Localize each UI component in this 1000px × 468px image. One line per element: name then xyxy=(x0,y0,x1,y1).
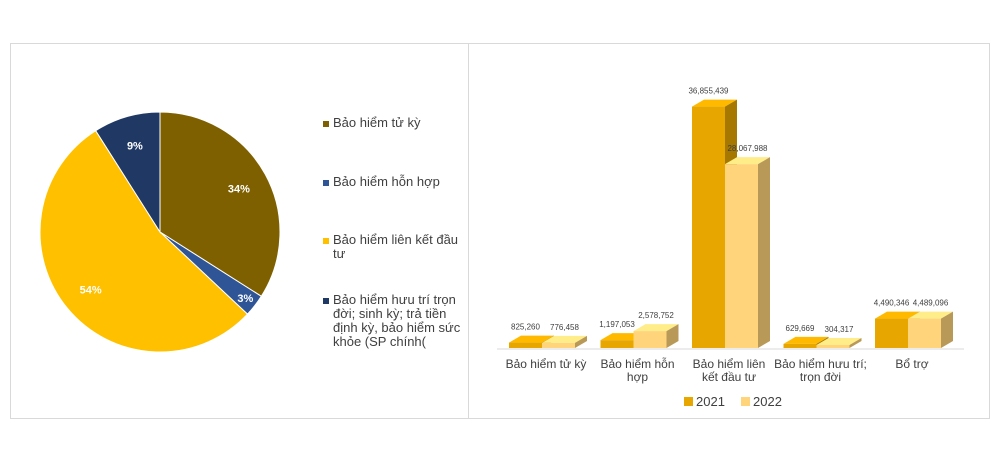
pie-chart-panel: 34% 3% 54% 9% Bảo hiểm tử kỳ Bảo hiểm hỗn hợ… xyxy=(10,43,469,419)
pie-slice-label: 54% xyxy=(80,284,102,296)
bar-2022-3 xyxy=(816,338,862,348)
category-label: Bổ trợ xyxy=(895,357,928,371)
bar-legend-item: 2021 xyxy=(684,394,725,409)
bar-2022-4 xyxy=(908,311,953,348)
bar-2022-2 xyxy=(725,157,770,348)
pie-slice xyxy=(39,129,249,353)
pie-slice-label: 9% xyxy=(127,141,143,153)
pie-slice xyxy=(95,111,161,234)
legend-swatch xyxy=(741,397,750,406)
category-label: hợp xyxy=(627,370,649,384)
bar-value-label: 629,669 xyxy=(786,324,815,333)
bar-value-label: 1,197,053 xyxy=(599,320,635,329)
pie-legend-item: Bảo hiểm hưu trí trọn đời; sinh kỳ; trả … xyxy=(323,293,468,349)
category-label: Bảo hiểm tử kỳ xyxy=(506,357,587,371)
pie-slice-label: 3% xyxy=(237,293,253,305)
legend-label: 2021 xyxy=(696,394,725,409)
bar-value-label: 304,317 xyxy=(825,325,854,334)
category-label: kết đầu tư xyxy=(702,370,756,384)
pie-chart: 34% 3% 54% 9% xyxy=(39,111,281,353)
bar-value-label: 4,490,346 xyxy=(874,299,910,308)
pie-legend-item: Bảo hiểm hỗn hợp xyxy=(323,175,468,189)
legend-swatch xyxy=(323,180,329,186)
legend-label: Bảo hiểm hỗn hợp xyxy=(333,174,440,189)
pie-slice xyxy=(159,111,281,297)
bar-chart-panel: 825,260 776,458 Bảo hiểm tử kỳ 1,197,053 2,5… xyxy=(469,43,990,419)
bar-value-label: 2,578,752 xyxy=(638,311,674,320)
bar-2022-1 xyxy=(633,324,679,348)
legend-swatch xyxy=(684,397,693,406)
pie-slice-label: 34% xyxy=(228,184,250,196)
category-label: Bảo hiểm hưu trí; xyxy=(774,357,867,371)
bar-legend-item: 2022 xyxy=(741,394,782,409)
bar-value-label: 825,260 xyxy=(511,323,540,332)
bar-value-label: 776,458 xyxy=(550,323,579,332)
bar-2022-0 xyxy=(542,335,587,348)
category-label: Bảo hiểm hỗn xyxy=(600,356,674,371)
legend-label: Bảo hiểm hưu trí trọn đời; sinh kỳ; trả … xyxy=(333,292,461,349)
bar-chart: 825,260 776,458 Bảo hiểm tử kỳ 1,197,0532,5… xyxy=(497,87,964,409)
pie-legend-item: Bảo hiểm tử kỳ xyxy=(323,116,468,130)
bar-value-label: 28,067,988 xyxy=(727,144,768,153)
legend-swatch xyxy=(323,298,329,304)
legend-label: Bảo hiểm liên kết đầu tư xyxy=(333,232,459,261)
legend-label: Bảo hiểm tử kỳ xyxy=(333,115,421,130)
pie-legend-item: Bảo hiểm liên kết đầu tư xyxy=(323,233,468,261)
legend-swatch xyxy=(323,238,329,244)
legend-label: 2022 xyxy=(753,394,782,409)
legend-swatch xyxy=(323,121,329,127)
category-label: trọn đời xyxy=(800,370,841,384)
bar-value-label: 36,855,439 xyxy=(688,87,729,96)
category-label: Bảo hiểm liên xyxy=(693,357,766,371)
bar-value-label: 4,489,096 xyxy=(913,299,949,308)
